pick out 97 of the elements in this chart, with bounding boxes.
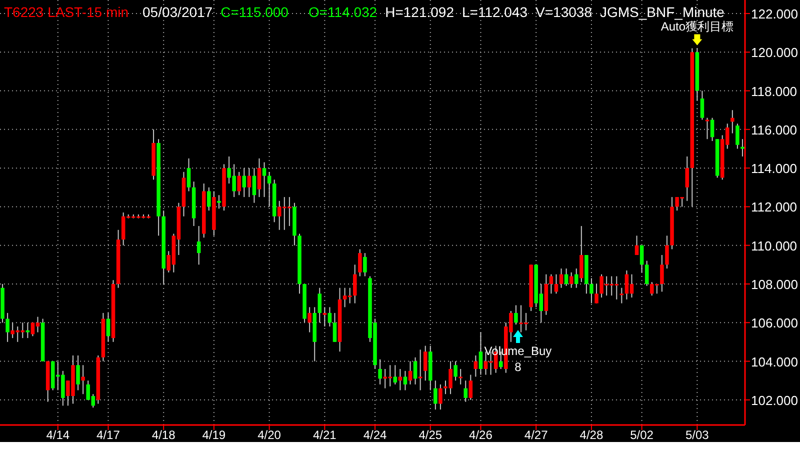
candlestick bbox=[418, 349, 422, 391]
candlestick bbox=[352, 264, 357, 304]
x-tick-label: 4/14 bbox=[46, 428, 70, 442]
candlestick bbox=[242, 168, 246, 198]
candlestick bbox=[478, 332, 483, 376]
candlestick bbox=[685, 156, 689, 202]
candlestick bbox=[403, 370, 408, 391]
candlestick bbox=[308, 306, 312, 333]
candlestick bbox=[554, 274, 558, 294]
candlestick bbox=[559, 268, 564, 288]
chart-title: T6223 LAST-15 min bbox=[4, 4, 129, 20]
x-tick-label: 4/27 bbox=[524, 428, 548, 442]
candlestick bbox=[332, 312, 337, 342]
annotation: 8 bbox=[514, 360, 522, 374]
candlestick bbox=[267, 171, 272, 208]
candlestick bbox=[464, 380, 468, 402]
y-tick-label: 106.000 bbox=[751, 316, 798, 331]
candlestick bbox=[634, 235, 639, 256]
candlestick bbox=[438, 384, 442, 410]
candlestick bbox=[569, 272, 574, 288]
y-tick-label: 102.000 bbox=[751, 392, 798, 408]
y-tick-label: 112.000 bbox=[751, 200, 798, 215]
annotation: L=112.043 bbox=[462, 4, 528, 20]
candlestick bbox=[378, 358, 382, 385]
candlestick bbox=[474, 354, 478, 378]
candlestick bbox=[620, 287, 624, 304]
y-tick-label: 110.000 bbox=[751, 238, 798, 254]
x-tick-label: 4/21 bbox=[313, 428, 337, 442]
candlestick bbox=[549, 274, 554, 294]
candlestick bbox=[660, 254, 664, 292]
candlestick bbox=[730, 110, 734, 134]
x-tick-label: 4/25 bbox=[418, 428, 442, 442]
x-tick-label: 4/24 bbox=[363, 428, 388, 442]
y-tick-label: 114.000 bbox=[751, 161, 798, 176]
candlestick bbox=[106, 312, 110, 342]
candlestick bbox=[196, 226, 201, 266]
y-tick-label: 120.000 bbox=[751, 45, 798, 60]
candlestick bbox=[217, 194, 221, 210]
x-tick-label: 5/02 bbox=[630, 428, 654, 442]
candlestick bbox=[665, 235, 669, 270]
annotation: H=121.092 bbox=[385, 4, 454, 20]
y-tick-label: 108.000 bbox=[751, 276, 798, 292]
candlestick bbox=[322, 306, 327, 327]
candlestick bbox=[247, 168, 252, 198]
candlestick bbox=[207, 186, 211, 212]
x-tick-label: 4/17 bbox=[96, 428, 120, 442]
candlestick bbox=[640, 244, 644, 273]
annotation: O=114.032 bbox=[308, 4, 378, 20]
candlestick bbox=[710, 117, 714, 142]
candlestick bbox=[318, 287, 322, 324]
candlestick bbox=[705, 117, 710, 140]
candlestick bbox=[700, 90, 704, 120]
candlestick bbox=[328, 306, 332, 327]
candlestick bbox=[644, 260, 649, 286]
candlestick bbox=[252, 168, 256, 204]
candlestick bbox=[423, 345, 428, 382]
y-tick-label: 122.000 bbox=[751, 6, 798, 22]
candlestick bbox=[186, 158, 191, 192]
candlestick bbox=[408, 360, 412, 385]
x-tick-label: 4/20 bbox=[258, 428, 282, 442]
candlestick bbox=[736, 123, 740, 150]
candlestick bbox=[398, 368, 402, 391]
annotation: 05/03/2017 bbox=[142, 4, 213, 20]
candlestick bbox=[413, 356, 418, 385]
candlestick bbox=[262, 162, 266, 198]
candlestick bbox=[454, 360, 458, 382]
x-tick-label: 4/28 bbox=[580, 428, 604, 442]
candlestick bbox=[434, 380, 438, 410]
candlestick bbox=[564, 268, 568, 286]
candlestick bbox=[514, 304, 518, 326]
candlestick bbox=[237, 171, 241, 196]
candlestick bbox=[740, 138, 744, 157]
candlestick bbox=[594, 283, 598, 304]
x-tick-label: 4/26 bbox=[469, 428, 493, 442]
candlestick bbox=[458, 368, 462, 385]
y-tick-label: 104.000 bbox=[751, 354, 798, 370]
candlestick bbox=[26, 322, 30, 339]
annotation: V=13038 bbox=[536, 4, 592, 20]
y-tick-label: 118.000 bbox=[751, 84, 798, 99]
annotation: C=115.000 bbox=[220, 4, 289, 20]
candlestick bbox=[468, 374, 473, 400]
y-tick-label: 116.000 bbox=[751, 122, 798, 138]
candlestick bbox=[393, 364, 398, 385]
candlestick bbox=[574, 268, 578, 288]
candlestick bbox=[257, 158, 262, 198]
candlestick bbox=[76, 354, 80, 391]
x-tick-label: 4/18 bbox=[152, 428, 176, 442]
x-tick-label: 5/03 bbox=[686, 428, 710, 442]
x-tick-label: 4/19 bbox=[202, 428, 226, 442]
candlestick bbox=[6, 312, 10, 342]
candlestick bbox=[590, 278, 594, 304]
candlestick bbox=[81, 364, 85, 395]
candlestick bbox=[358, 248, 362, 277]
candlestick bbox=[363, 252, 367, 277]
candlestick bbox=[580, 226, 584, 283]
annotation: JGMS_BNF_Minute bbox=[600, 4, 725, 20]
annotation: Auto獲利目標 bbox=[660, 19, 734, 34]
